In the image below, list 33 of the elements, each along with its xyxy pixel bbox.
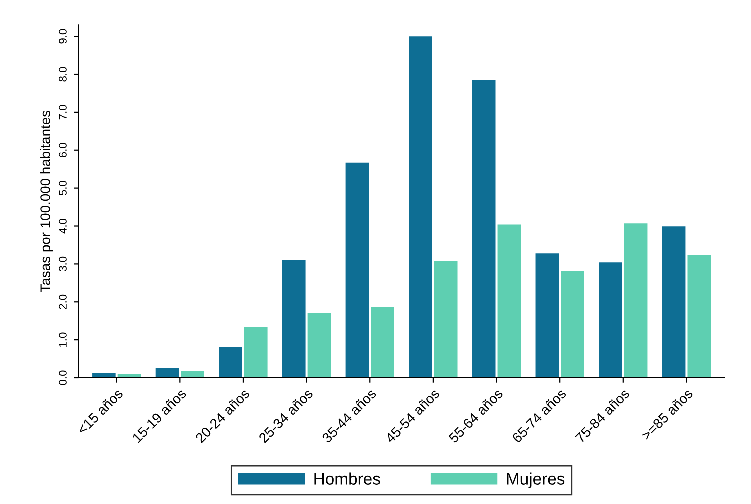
bar <box>346 162 370 378</box>
y-tick-label: 1.0 <box>59 332 67 347</box>
bar <box>434 262 458 378</box>
y-tick-label: 7.0 <box>59 105 67 120</box>
legend-label: Hombres <box>314 472 380 485</box>
bar <box>181 371 204 378</box>
bar <box>244 327 268 378</box>
bar <box>688 255 712 378</box>
y-tick-label: 6.0 <box>59 143 67 158</box>
y-tick-label: 3.0 <box>59 256 67 272</box>
y-axis-title: Tasas por 100.000 habitantes <box>40 110 54 292</box>
y-tick-label: 4.0 <box>59 218 67 234</box>
y-tick-label: 9.0 <box>59 29 67 44</box>
bar <box>409 36 432 378</box>
y-tick-label: 5.0 <box>59 181 67 196</box>
bar <box>536 254 560 378</box>
legend-label: Mujeres <box>507 472 565 488</box>
bar <box>282 260 306 378</box>
y-tick-label: 8.0 <box>59 67 67 82</box>
bar <box>624 224 648 378</box>
y-tick-label: 0.0 <box>59 370 67 386</box>
bar <box>219 347 242 378</box>
bar <box>561 271 584 378</box>
bar <box>472 80 496 378</box>
bar <box>308 314 332 378</box>
bar <box>498 224 522 378</box>
y-tick-label: 2.0 <box>59 294 67 310</box>
bar <box>118 374 142 378</box>
bar <box>371 307 394 378</box>
bar <box>156 368 180 378</box>
bar <box>662 226 686 378</box>
bar <box>599 262 622 378</box>
bar <box>92 373 116 378</box>
